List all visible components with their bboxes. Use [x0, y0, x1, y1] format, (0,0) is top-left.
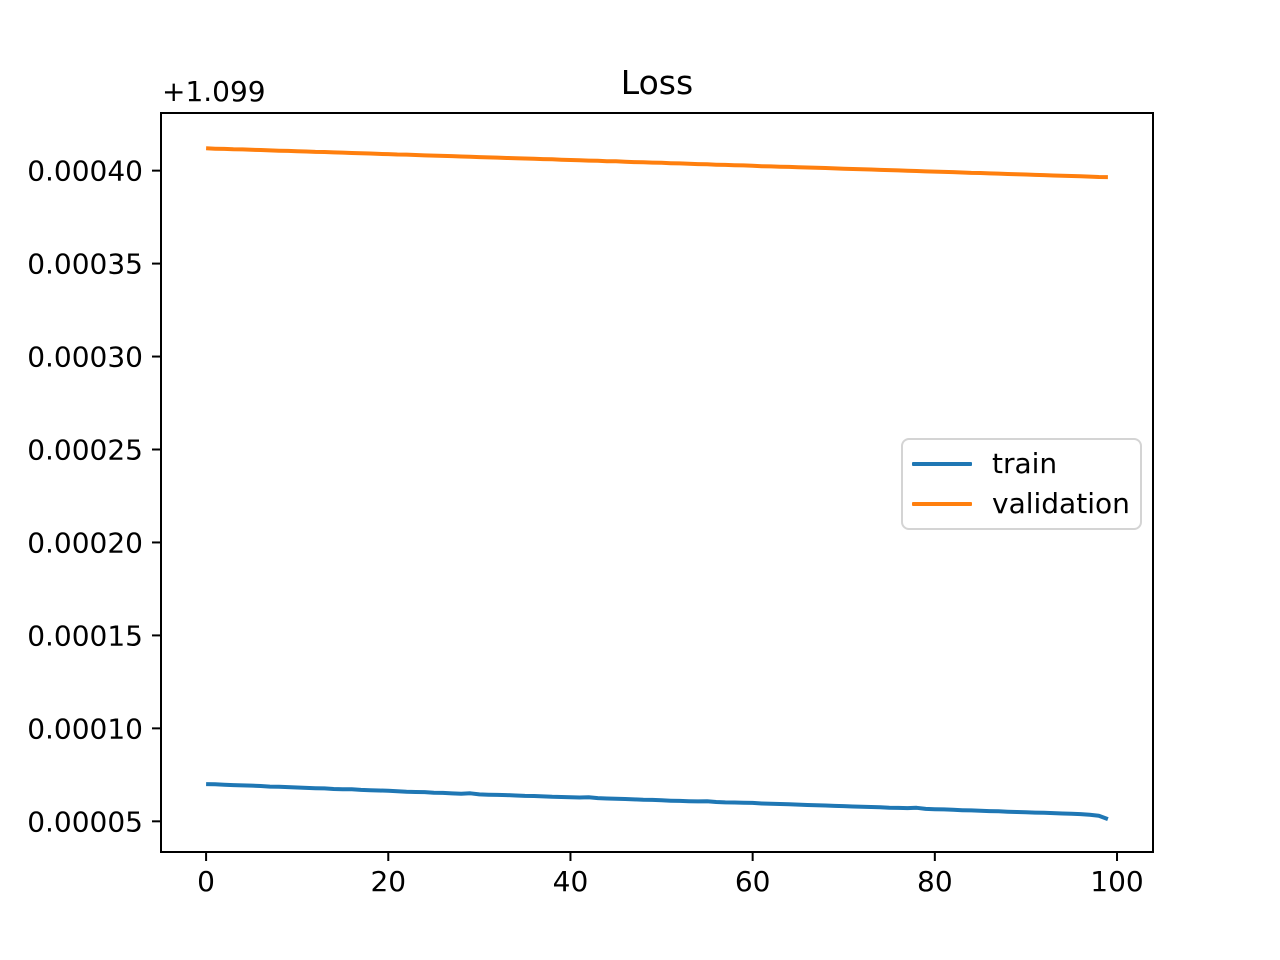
x-tick-label: 40 — [553, 865, 589, 898]
x-tick-label: 80 — [917, 865, 953, 898]
series-line-train — [206, 782, 1109, 821]
legend-entry-validation: validation — [912, 484, 1140, 524]
x-tick-label: 100 — [1090, 865, 1143, 898]
x-tick-label: 0 — [197, 865, 215, 898]
legend-entry-train: train — [912, 444, 1140, 484]
y-tick-label: 0.00015 — [27, 619, 143, 652]
y-tick-label: 0.00010 — [27, 712, 143, 745]
train-line-sample — [912, 462, 972, 466]
legend-label-validation: validation — [992, 487, 1130, 520]
validation-line-sample — [912, 502, 972, 506]
x-tick-label: 60 — [735, 865, 771, 898]
y-tick-label: 0.00020 — [27, 526, 143, 559]
y-tick-label: 0.00030 — [27, 341, 143, 374]
y-tick-label: 0.00025 — [27, 434, 143, 467]
y-tick-label: 0.00005 — [27, 805, 143, 838]
axes-frame — [160, 112, 1154, 853]
y-axis-offset-label: +1.099 — [162, 75, 266, 108]
y-tick-label: 0.00035 — [27, 248, 143, 281]
x-tick-label: 20 — [370, 865, 406, 898]
legend-label-train: train — [992, 447, 1058, 480]
legend: train validation — [901, 438, 1142, 530]
chart-title: Loss — [620, 63, 694, 102]
series-line-validation — [206, 146, 1108, 180]
y-tick-label: 0.00040 — [27, 155, 143, 188]
